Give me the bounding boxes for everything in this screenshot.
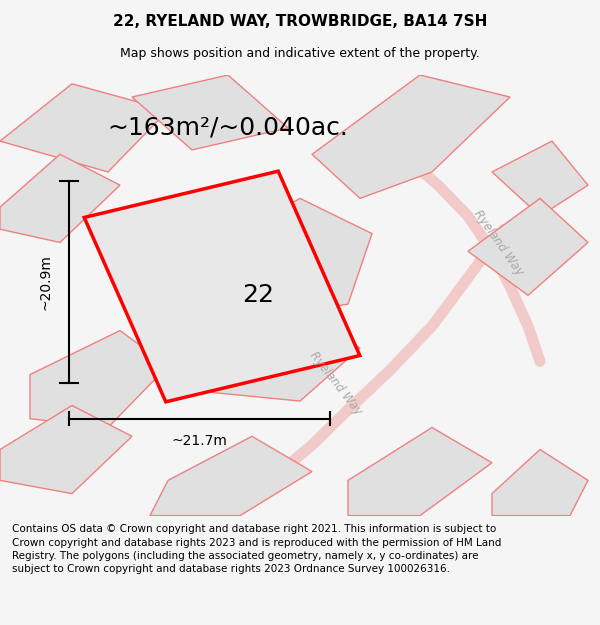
Polygon shape <box>30 331 168 428</box>
Polygon shape <box>150 436 312 516</box>
Polygon shape <box>132 75 288 150</box>
Text: Contains OS data © Crown copyright and database right 2021. This information is : Contains OS data © Crown copyright and d… <box>12 524 502 574</box>
Text: ~21.7m: ~21.7m <box>172 434 227 447</box>
Polygon shape <box>492 141 588 216</box>
Text: Ryeland Way: Ryeland Way <box>307 349 365 418</box>
Polygon shape <box>0 84 168 172</box>
Polygon shape <box>192 198 372 322</box>
Text: 22: 22 <box>242 283 274 308</box>
Polygon shape <box>0 154 120 242</box>
Polygon shape <box>312 75 510 198</box>
Text: Ryeland Way: Ryeland Way <box>470 208 526 278</box>
Text: ~20.9m: ~20.9m <box>38 254 52 310</box>
Polygon shape <box>492 449 588 516</box>
Text: 22, RYELAND WAY, TROWBRIDGE, BA14 7SH: 22, RYELAND WAY, TROWBRIDGE, BA14 7SH <box>113 14 487 29</box>
Polygon shape <box>468 198 588 296</box>
Polygon shape <box>204 313 360 401</box>
Polygon shape <box>0 406 132 494</box>
Polygon shape <box>84 171 360 402</box>
Polygon shape <box>348 428 492 516</box>
Text: Map shows position and indicative extent of the property.: Map shows position and indicative extent… <box>120 48 480 61</box>
Text: ~163m²/~0.040ac.: ~163m²/~0.040ac. <box>107 116 349 140</box>
